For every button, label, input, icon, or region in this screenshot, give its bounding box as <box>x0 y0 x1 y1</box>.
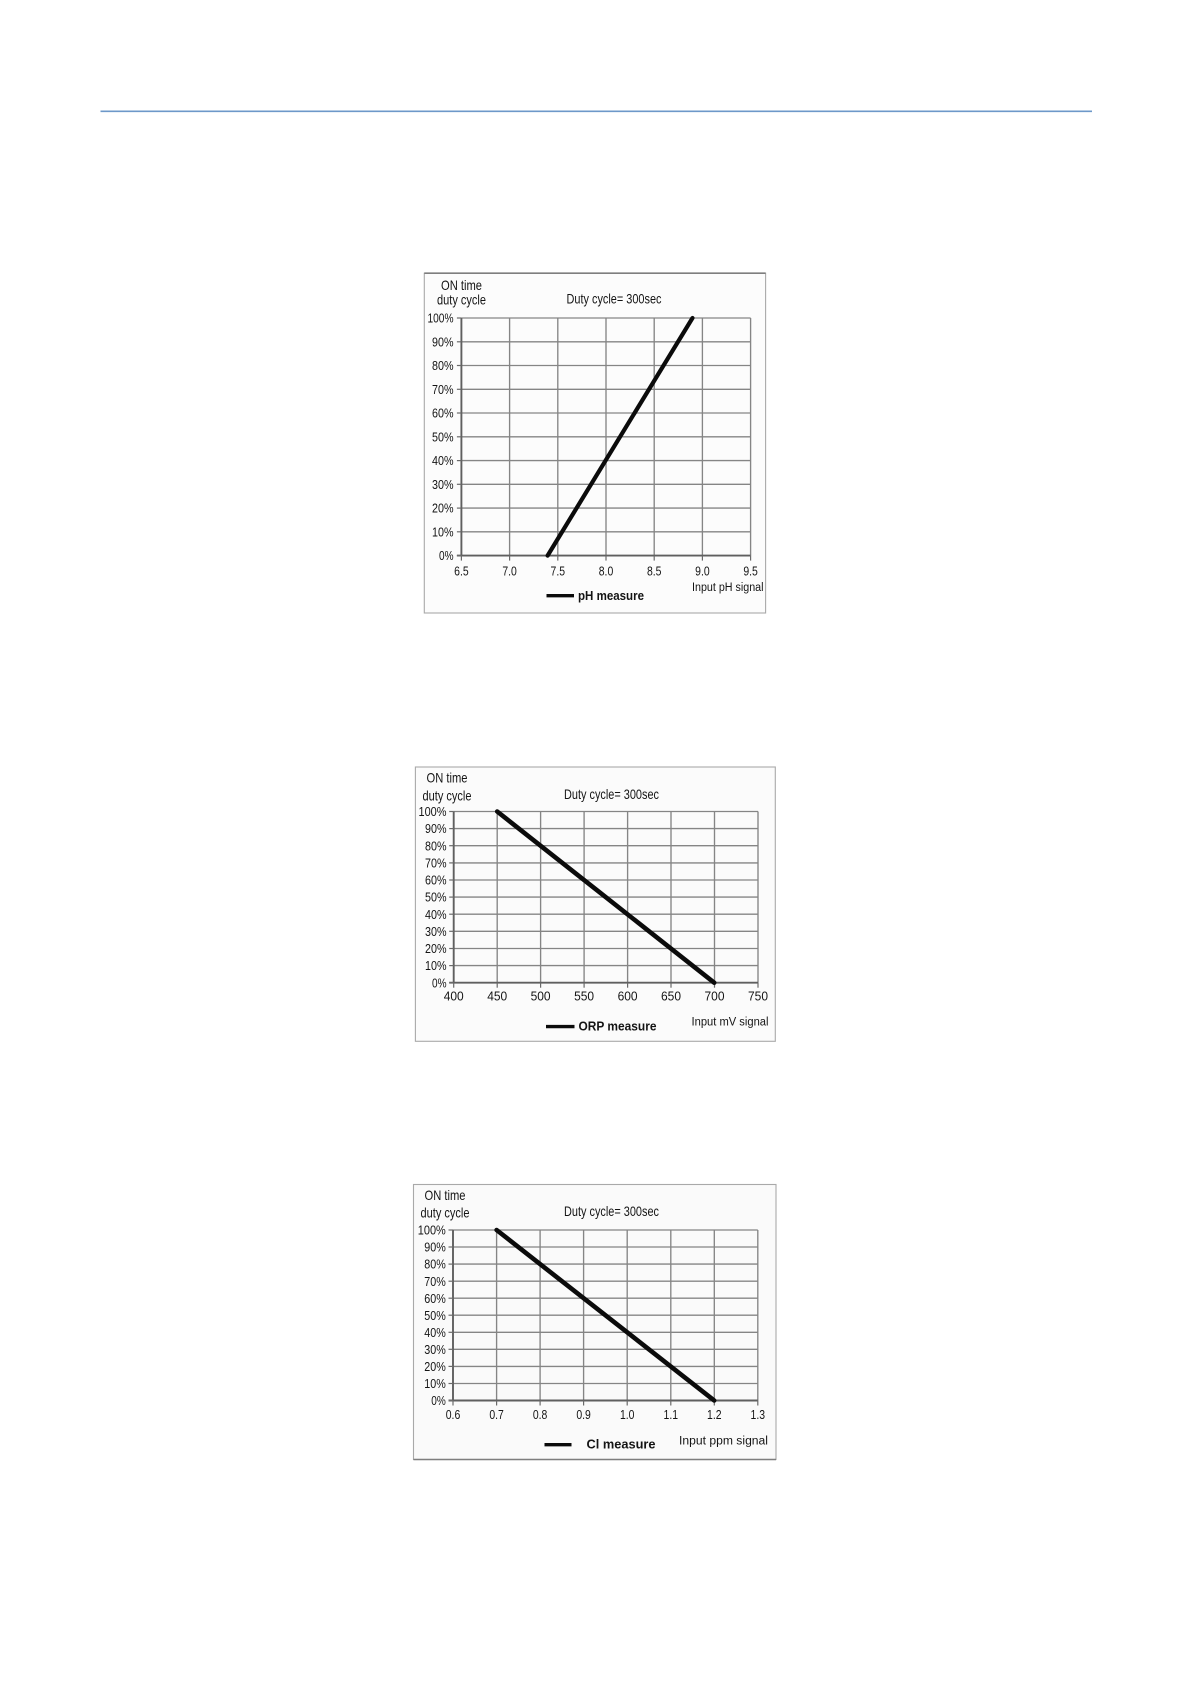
svg-text:550: 550 <box>574 989 594 1004</box>
svg-text:10%: 10% <box>432 525 454 539</box>
svg-text:20%: 20% <box>424 1360 446 1374</box>
svg-text:50%: 50% <box>424 1309 446 1323</box>
svg-text:50%: 50% <box>432 430 454 444</box>
svg-text:9.5: 9.5 <box>743 564 758 579</box>
svg-text:60%: 60% <box>432 407 454 421</box>
svg-text:70%: 70% <box>425 857 447 871</box>
svg-text:70%: 70% <box>432 383 454 397</box>
svg-text:1.0: 1.0 <box>620 1407 635 1422</box>
svg-text:0.7: 0.7 <box>489 1407 504 1422</box>
svg-text:ORP measure: ORP measure <box>579 1020 657 1034</box>
svg-text:7.0: 7.0 <box>502 564 517 579</box>
svg-text:40%: 40% <box>424 1326 446 1340</box>
svg-text:1.2: 1.2 <box>707 1407 722 1422</box>
svg-text:duty cycle: duty cycle <box>437 292 486 308</box>
svg-text:650: 650 <box>661 989 681 1004</box>
svg-text:0.6: 0.6 <box>446 1407 461 1422</box>
svg-text:50%: 50% <box>425 891 447 905</box>
svg-text:60%: 60% <box>425 874 447 888</box>
svg-text:0.8: 0.8 <box>533 1407 548 1422</box>
svg-text:100%: 100% <box>419 805 447 819</box>
svg-text:ON time: ON time <box>441 277 482 293</box>
svg-text:ON time: ON time <box>425 1187 466 1203</box>
svg-text:90%: 90% <box>432 335 454 349</box>
svg-text:8.5: 8.5 <box>647 564 662 579</box>
svg-text:80%: 80% <box>432 359 454 373</box>
svg-text:20%: 20% <box>432 502 454 516</box>
svg-text:Input ppm signal: Input ppm signal <box>679 1436 768 1448</box>
svg-text:10%: 10% <box>424 1377 446 1391</box>
svg-text:Duty cycle= 300sec: Duty cycle= 300sec <box>564 1203 659 1219</box>
svg-text:30%: 30% <box>425 925 447 939</box>
svg-text:60%: 60% <box>424 1292 446 1306</box>
svg-text:400: 400 <box>444 989 464 1004</box>
svg-text:Duty cycle= 300sec: Duty cycle= 300sec <box>567 291 662 307</box>
svg-text:90%: 90% <box>425 822 447 836</box>
svg-text:10%: 10% <box>425 959 447 973</box>
svg-text:80%: 80% <box>424 1258 446 1272</box>
svg-text:600: 600 <box>618 989 638 1004</box>
svg-text:0%: 0% <box>431 1394 446 1408</box>
svg-text:0.9: 0.9 <box>576 1407 591 1422</box>
svg-text:0%: 0% <box>439 549 454 563</box>
svg-text:pH measure: pH measure <box>578 589 644 603</box>
svg-text:0%: 0% <box>432 976 447 990</box>
svg-text:80%: 80% <box>425 839 447 853</box>
svg-text:1.3: 1.3 <box>751 1407 766 1422</box>
svg-text:6.5: 6.5 <box>454 564 469 579</box>
svg-text:duty cycle: duty cycle <box>421 1205 470 1221</box>
svg-text:40%: 40% <box>425 908 447 922</box>
svg-text:100%: 100% <box>418 1224 446 1238</box>
svg-text:700: 700 <box>705 989 725 1004</box>
svg-text:30%: 30% <box>424 1343 446 1357</box>
svg-text:70%: 70% <box>424 1275 446 1289</box>
svg-text:30%: 30% <box>432 478 454 492</box>
svg-text:8.0: 8.0 <box>599 564 614 579</box>
svg-text:750: 750 <box>748 989 768 1004</box>
svg-text:duty cycle: duty cycle <box>423 788 472 804</box>
svg-text:40%: 40% <box>432 454 454 468</box>
svg-text:1.1: 1.1 <box>664 1407 679 1422</box>
svg-text:ON time: ON time <box>427 770 468 786</box>
svg-text:90%: 90% <box>424 1241 446 1255</box>
svg-text:100%: 100% <box>428 312 454 326</box>
svg-text:Cl measure: Cl measure <box>587 1438 656 1452</box>
svg-text:450: 450 <box>487 989 507 1004</box>
svg-text:Input pH signal: Input pH signal <box>692 582 764 594</box>
svg-text:9.0: 9.0 <box>695 564 710 579</box>
svg-text:20%: 20% <box>425 942 447 956</box>
svg-text:Input mV signal: Input mV signal <box>692 1017 769 1029</box>
svg-text:500: 500 <box>531 989 551 1004</box>
svg-text:7.5: 7.5 <box>551 564 566 579</box>
svg-text:Duty cycle= 300sec: Duty cycle= 300sec <box>564 786 659 802</box>
